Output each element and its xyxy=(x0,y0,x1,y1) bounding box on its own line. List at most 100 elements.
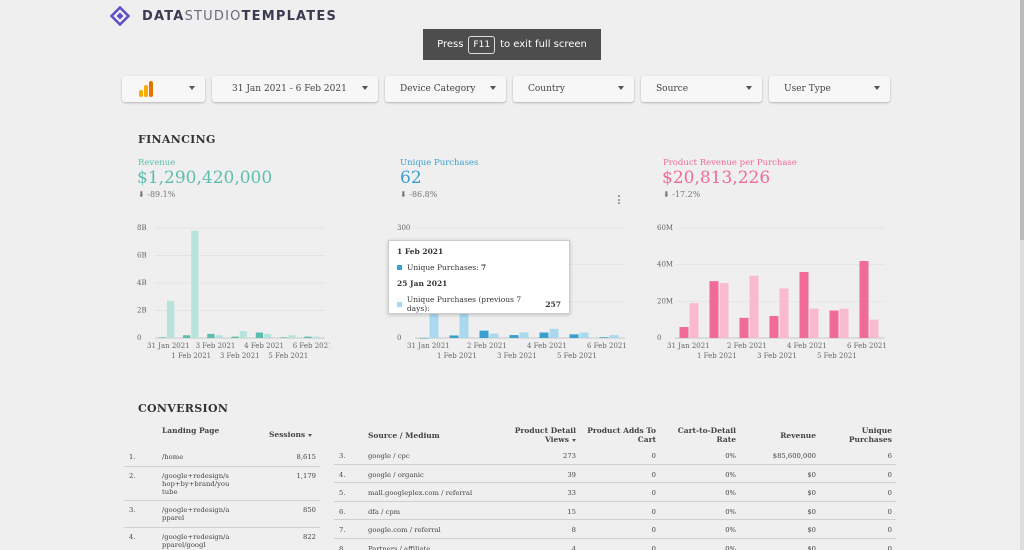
col-revenue[interactable]: Revenue xyxy=(780,431,816,440)
analytics-icon xyxy=(139,81,153,97)
x-tick-label: 5 Feb 2021 xyxy=(817,352,857,360)
chart-bar[interactable] xyxy=(519,332,529,339)
chart-bar[interactable] xyxy=(479,330,489,338)
table-row[interactable]: 8. Partners / affiliate 4 0 0% $0 0 xyxy=(334,539,896,550)
table-row[interactable]: 4. google / organic 39 0 0% $0 0 xyxy=(334,465,896,483)
chart-bar[interactable] xyxy=(709,281,719,338)
table-row[interactable]: 4. /google+redesign/apparel/googl 822 xyxy=(129,533,316,549)
chart-bar[interactable] xyxy=(239,331,248,338)
fullscreen-banner: Press F11 to exit full screen xyxy=(423,29,601,60)
chart-bar[interactable] xyxy=(579,332,589,339)
table-row[interactable]: 6. dfa / cpm 15 0 0% $0 0 xyxy=(334,502,896,520)
down-arrow-icon: ⬇ xyxy=(663,190,670,199)
cell-cart-to-detail: 0% xyxy=(725,470,736,479)
col-source-medium[interactable]: Source / Medium xyxy=(368,431,440,440)
more-vert-icon[interactable] xyxy=(617,195,621,207)
chart-bar[interactable] xyxy=(207,333,215,338)
table-row[interactable]: 3. google / cpc 273 0 0% $85,600,000 6 xyxy=(334,446,896,465)
chart-bar[interactable] xyxy=(166,300,175,338)
chart-bar[interactable] xyxy=(779,288,789,339)
chart-bar[interactable] xyxy=(829,310,839,339)
landing-page-table: Landing Page Sessions 1. /home 8,615 2. … xyxy=(124,424,320,550)
device-category-filter[interactable]: Device Category xyxy=(385,76,506,102)
chart-bar[interactable] xyxy=(599,337,609,338)
chart-bar[interactable] xyxy=(749,275,759,338)
country-filter[interactable]: Country xyxy=(513,76,634,102)
chart-bar[interactable] xyxy=(312,336,320,338)
source-filter[interactable]: Source xyxy=(641,76,762,102)
cell-unique-purchases: 6 xyxy=(887,452,892,460)
unique-purchases-value: 62 xyxy=(400,168,422,188)
chart-bar[interactable] xyxy=(449,335,459,338)
chart-bar[interactable] xyxy=(549,328,559,338)
chart-bar[interactable] xyxy=(280,337,288,338)
chart-tooltip: 1 Feb 2021 Unique Purchases: 7 25 Jan 20… xyxy=(388,240,570,314)
revenue-delta: ⬇ -89.1% xyxy=(138,190,176,199)
chart-bar[interactable] xyxy=(429,308,439,338)
col-sessions[interactable]: Sessions xyxy=(269,430,313,439)
chart-bar[interactable] xyxy=(255,332,264,339)
chart-bar[interactable] xyxy=(191,230,199,338)
table-row[interactable]: 1. /home 8,615 xyxy=(124,446,320,467)
chart-bar[interactable] xyxy=(809,308,819,338)
scrollbar-thumb[interactable] xyxy=(1020,0,1024,240)
chart-bar[interactable] xyxy=(215,335,223,338)
chart-bar[interactable] xyxy=(719,283,729,338)
x-tick-label: 1 Feb 2021 xyxy=(437,352,477,360)
chart-bar[interactable] xyxy=(859,261,869,338)
revenue-per-purchase-chart: 0 20M 40M 60M 31 Jan 2021 2 Feb 2021 4 Feb 202… xyxy=(657,224,887,360)
chart-bar[interactable] xyxy=(231,336,239,338)
col-unique-purchases[interactable]: Unique Purchases xyxy=(848,426,892,444)
chart-bar[interactable] xyxy=(182,335,191,338)
cell-cart-to-detail: 0% xyxy=(725,489,736,497)
table-row[interactable]: 7. google.com / referral 8 0 0% $0 0 xyxy=(334,520,896,539)
chart-bar[interactable] xyxy=(264,333,272,338)
cell-detail-views: 8 xyxy=(571,526,576,534)
table-row[interactable]: 5. mall.googleplex.com / referral 33 0 0% $0 0 xyxy=(334,483,896,502)
sort-desc-icon xyxy=(308,433,313,437)
chart-bar[interactable] xyxy=(689,303,699,338)
col-cart-to-detail-rate[interactable]: Cart-to-Detail Rate xyxy=(677,426,736,444)
chart-bar[interactable] xyxy=(739,317,749,338)
chart-bar[interactable] xyxy=(839,308,849,338)
chart-bar[interactable] xyxy=(509,335,519,338)
down-arrow-icon: ⬇ xyxy=(138,190,145,199)
account-selector[interactable] xyxy=(122,76,205,102)
chart-bar[interactable] xyxy=(489,333,499,338)
chart-bar[interactable] xyxy=(304,336,312,338)
chart-bar[interactable] xyxy=(158,337,166,338)
cell-cart-to-detail: 0% xyxy=(725,526,736,534)
col-product-adds-to-cart[interactable]: Product Adds To Cart xyxy=(587,426,656,444)
table-row[interactable]: 2. /google+redesign/shop+by+brand/youtub… xyxy=(124,467,320,501)
cell-detail-views: 39 xyxy=(567,470,576,479)
chart-bar[interactable] xyxy=(799,272,809,338)
chart-bar[interactable] xyxy=(769,316,779,338)
y-tick-label: 0 xyxy=(137,334,141,342)
y-tick-label: 300 xyxy=(397,224,410,232)
fullscreen-pre-text: Press xyxy=(437,39,464,50)
cell-index: 6. xyxy=(339,507,346,516)
chart-bar[interactable] xyxy=(288,335,296,338)
col-product-detail-views[interactable]: Product Detail Views xyxy=(514,426,576,444)
chart-bar[interactable] xyxy=(569,334,579,338)
country-label: Country xyxy=(528,84,565,94)
col-landing-page[interactable]: Landing Page xyxy=(162,426,220,435)
cell-detail-views: 4 xyxy=(571,544,576,550)
cell-cart-to-detail: 0% xyxy=(725,544,736,550)
cell-index: 4. xyxy=(339,470,346,479)
x-tick-label: 6 Feb 2021 xyxy=(847,342,887,350)
user-type-filter[interactable]: User Type xyxy=(769,76,890,102)
x-tick-label: 4 Feb 2021 xyxy=(527,342,567,350)
scrollbar-track[interactable] xyxy=(1020,0,1024,550)
cell-unique-purchases: 0 xyxy=(887,507,892,516)
chart-bar[interactable] xyxy=(419,338,429,339)
financing-title: FINANCING xyxy=(138,133,216,146)
chart-bar[interactable] xyxy=(539,332,549,339)
chart-bar[interactable] xyxy=(869,319,879,338)
revenue-label: Revenue xyxy=(138,158,176,168)
chart-bar[interactable] xyxy=(679,327,689,338)
cell-cart-to-detail: 0% xyxy=(725,452,736,460)
table-row[interactable]: 3. /google+redesign/apparel 850 xyxy=(124,501,320,528)
chart-bar[interactable] xyxy=(609,335,619,338)
date-range-picker[interactable]: 31 Jan 2021 - 6 Feb 2021 xyxy=(212,76,378,102)
